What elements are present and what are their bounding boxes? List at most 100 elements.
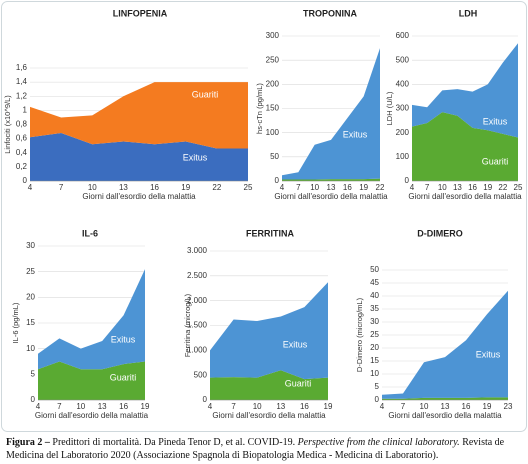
area [30, 132, 248, 181]
y-tick-label: 25 [370, 330, 379, 339]
x-tick-label: 10 [88, 183, 97, 192]
y-tick-label: 1,2 [16, 91, 28, 100]
x-tick-label: 19 [181, 183, 190, 192]
y-tick-label: 5 [375, 382, 380, 391]
series-label: Exitus [283, 339, 308, 349]
x-tick-label: 22 [212, 183, 221, 192]
y-tick-label: 300 [266, 31, 280, 40]
y-tick-label: 0 [375, 395, 380, 404]
x-tick-label: 22 [498, 183, 507, 192]
y-tick-label: 45 [370, 278, 379, 287]
caption-label: Figura 2 – [6, 437, 50, 448]
y-tick-label: 0,8 [16, 120, 28, 129]
x-tick-label: 23 [504, 402, 513, 411]
y-tick-label: 10 [370, 369, 379, 378]
area [38, 269, 145, 370]
x-tick-label: 7 [296, 183, 301, 192]
series-label: Exitus [343, 129, 368, 139]
y-tick-label: 250 [266, 55, 280, 64]
series-label: Guariti [285, 378, 312, 388]
y-axis-label: hs-cTn (pg/mL) [255, 83, 264, 134]
y-tick-label: 10 [26, 344, 35, 353]
x-tick-label: 10 [310, 183, 319, 192]
y-tick-label: 30 [370, 317, 379, 326]
x-tick-label: 16 [343, 183, 352, 192]
y-tick-label: 1,4 [16, 77, 28, 86]
y-axis-label: Ferritina (microg/L) [183, 293, 192, 357]
area [382, 397, 508, 400]
chart-title: D-DIMERO [417, 228, 463, 238]
series-label: Exitus [476, 349, 501, 359]
caption-text: Predittori di mortalità. Da Pineda Tenor… [52, 437, 296, 448]
area [412, 112, 518, 181]
y-tick-label: 2.000 [187, 296, 208, 305]
caption-rest: Revista de Medicina del Laboratorio 2020… [6, 437, 505, 461]
area [412, 43, 518, 138]
caption-italic: Perspective from the clinical laboratory… [297, 437, 460, 448]
area [210, 370, 328, 400]
x-tick-label: 16 [462, 402, 471, 411]
chart-title: LDH [459, 8, 478, 18]
chart-title: IL-6 [82, 228, 98, 238]
x-tick-label: 4 [208, 402, 213, 411]
y-tick-label: 1.500 [187, 321, 208, 330]
x-tick-label: 7 [401, 402, 406, 411]
y-tick-label: 0 [31, 395, 36, 404]
x-tick-label: 19 [483, 183, 492, 192]
area [282, 48, 380, 180]
series-label: Exitus [183, 152, 208, 162]
y-tick-label: 200 [266, 79, 280, 88]
y-tick-label: 0,4 [16, 148, 28, 157]
area [282, 178, 380, 181]
series-label: Exitus [111, 334, 136, 344]
x-tick-label: 19 [483, 402, 492, 411]
y-tick-label: 1.000 [187, 345, 208, 354]
x-tick-label: 10 [76, 402, 85, 411]
x-tick-label: 7 [57, 402, 62, 411]
x-tick-label: 10 [253, 402, 262, 411]
y-tick-label: 0 [23, 176, 28, 185]
y-tick-label: 25 [26, 267, 35, 276]
y-tick-label: 150 [266, 104, 280, 113]
y-axis-label: D-Dimero (microg/mL) [355, 297, 364, 372]
y-tick-label: 600 [396, 31, 410, 40]
y-tick-label: 50 [370, 265, 379, 274]
caption: Figura 2 – Predittori di mortalità. Da P… [6, 436, 524, 462]
y-axis-label: Linfociti (x10^9/L) [3, 95, 12, 154]
x-tick-label: 10 [438, 183, 447, 192]
area [210, 282, 328, 380]
y-tick-label: 40 [370, 291, 379, 300]
y-tick-label: 35 [370, 304, 379, 313]
x-tick-label: 16 [468, 183, 477, 192]
series-label: Guariti [482, 156, 509, 166]
series-label: Exitus [483, 116, 508, 126]
x-tick-label: 19 [324, 402, 333, 411]
x-tick-label: 13 [327, 183, 336, 192]
y-tick-label: 1,6 [16, 63, 28, 72]
y-tick-label: 20 [370, 343, 379, 352]
area [30, 82, 248, 149]
y-axis-label: LDH (U/L) [385, 91, 394, 125]
x-tick-label: 13 [276, 402, 285, 411]
frame [1, 1, 527, 432]
x-axis-label: Giorni dall'esordio della malattia [388, 411, 502, 420]
x-tick-label: 4 [380, 402, 385, 411]
x-tick-label: 25 [514, 183, 523, 192]
y-tick-label: 500 [396, 55, 410, 64]
y-tick-label: 400 [396, 79, 410, 88]
x-tick-label: 4 [410, 183, 415, 192]
x-axis-label: Giorni dall'esordio della malattia [82, 192, 196, 201]
y-tick-label: 0,6 [16, 134, 28, 143]
y-tick-label: 15 [26, 318, 35, 327]
chart-title: TROPONINA [303, 8, 358, 18]
y-tick-label: 300 [396, 104, 410, 113]
x-axis-label: Giorni dall'esordio della malattia [212, 411, 326, 420]
x-tick-label: 7 [59, 183, 64, 192]
y-tick-label: 1 [23, 105, 28, 114]
y-tick-label: 15 [370, 356, 379, 365]
x-tick-label: 19 [141, 402, 150, 411]
y-tick-label: 100 [396, 152, 410, 161]
y-tick-label: 100 [266, 128, 280, 137]
y-tick-label: 5 [31, 369, 36, 378]
